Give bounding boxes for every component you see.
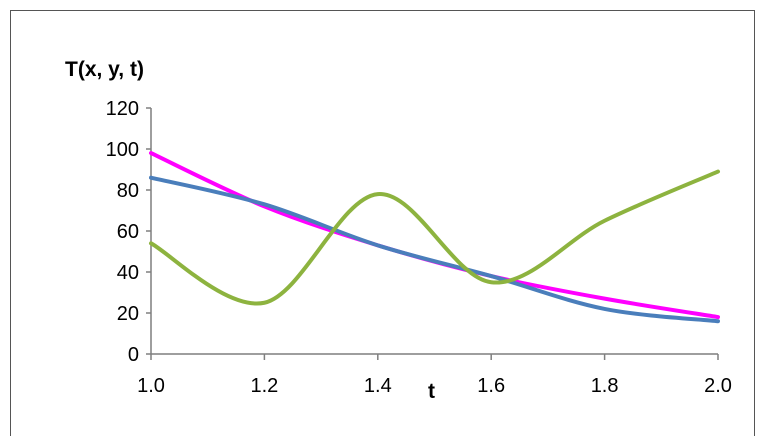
y-axis-title: T(x, y, t) [65, 58, 144, 81]
y-tick-label: 20 [117, 303, 139, 325]
series-line-2 [149, 175, 720, 324]
x-axis-title: t [428, 380, 435, 403]
axes: 0 20 40 60 80 100 120 1.0 1.2 1.4 1.6 1.8 2.0 [106, 98, 732, 397]
chart-frame [10, 10, 755, 436]
x-tick-label: 1.2 [250, 375, 278, 397]
y-tick-label: 0 [128, 344, 139, 366]
x-tick-label: 1.8 [591, 375, 619, 397]
x-tick-label: 1.6 [477, 375, 505, 397]
y-tick-label: 100 [106, 139, 139, 161]
labels-layer: T(x, y, t) t [65, 58, 435, 403]
series-line-3 [149, 169, 720, 306]
x-tick-label: 1.0 [137, 375, 165, 397]
y-tick-label: 120 [106, 98, 139, 120]
series-layer [149, 151, 720, 324]
y-tick-label: 60 [117, 221, 139, 243]
y-tick-label: 40 [117, 262, 139, 284]
x-tick-label: 1.4 [364, 375, 392, 397]
y-tick-label: 80 [117, 180, 139, 202]
x-tick-label: 2.0 [704, 375, 732, 397]
